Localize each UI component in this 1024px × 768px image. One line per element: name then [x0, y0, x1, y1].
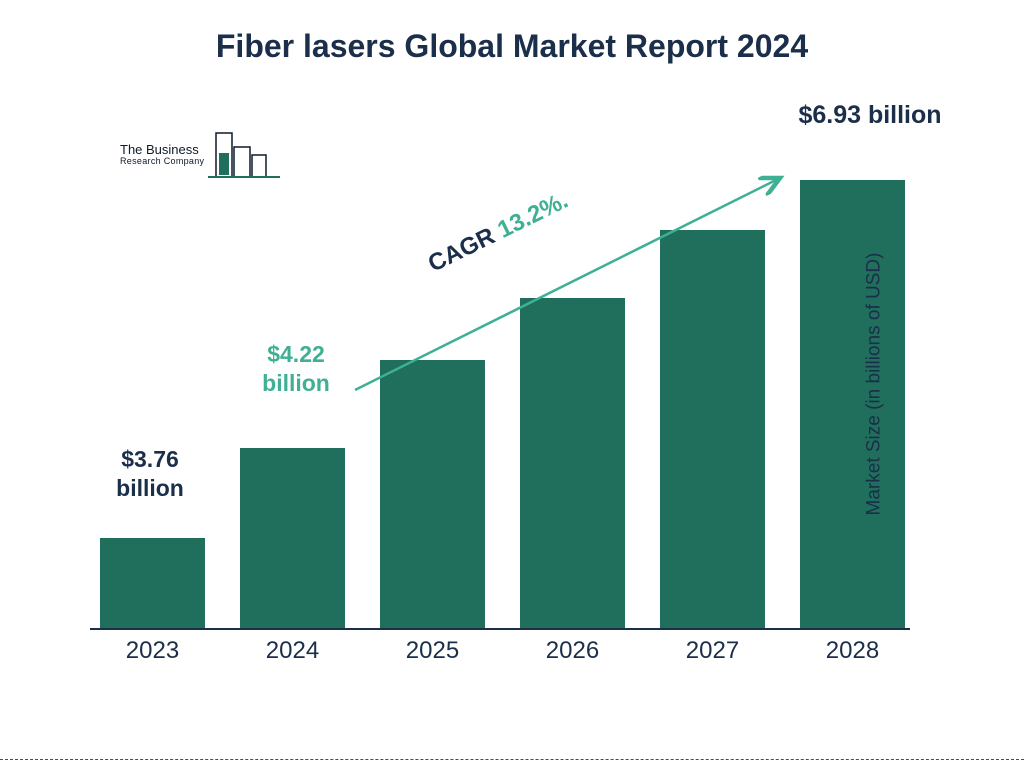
- xlabel-2025: 2025: [380, 637, 485, 665]
- callout-2024-v: $4.22: [267, 341, 325, 367]
- bar-2027: [660, 230, 765, 628]
- xlabel-2028: 2028: [800, 637, 905, 665]
- callout-2023-v: $3.76: [121, 446, 179, 472]
- bar-2026: [520, 298, 625, 628]
- chart-title: Fiber lasers Global Market Report 2024: [0, 28, 1024, 65]
- bar-2028: [800, 180, 905, 628]
- bar-2025: [380, 360, 485, 628]
- chart-area: 2023 2024 2025 2026 2027 2028: [90, 130, 910, 670]
- callout-2024: $4.22 billion: [236, 340, 356, 398]
- callout-2028-v: $6.93 billion: [798, 101, 941, 129]
- callout-2024-u: billion: [262, 370, 330, 396]
- y-axis-label: Market Size (in billions of USD): [864, 253, 886, 516]
- xlabel-2027: 2027: [660, 637, 765, 665]
- callout-2023: $3.76 billion: [90, 445, 210, 503]
- bar-2023: [100, 538, 205, 628]
- x-axis-baseline: [90, 628, 910, 630]
- xlabel-2024: 2024: [240, 637, 345, 665]
- xlabel-2026: 2026: [520, 637, 625, 665]
- callout-2023-u: billion: [116, 475, 184, 501]
- bar-2024: [240, 448, 345, 628]
- callout-2028: $6.93 billion: [770, 100, 970, 131]
- xlabel-2023: 2023: [100, 637, 205, 665]
- footer-divider: [0, 759, 1024, 760]
